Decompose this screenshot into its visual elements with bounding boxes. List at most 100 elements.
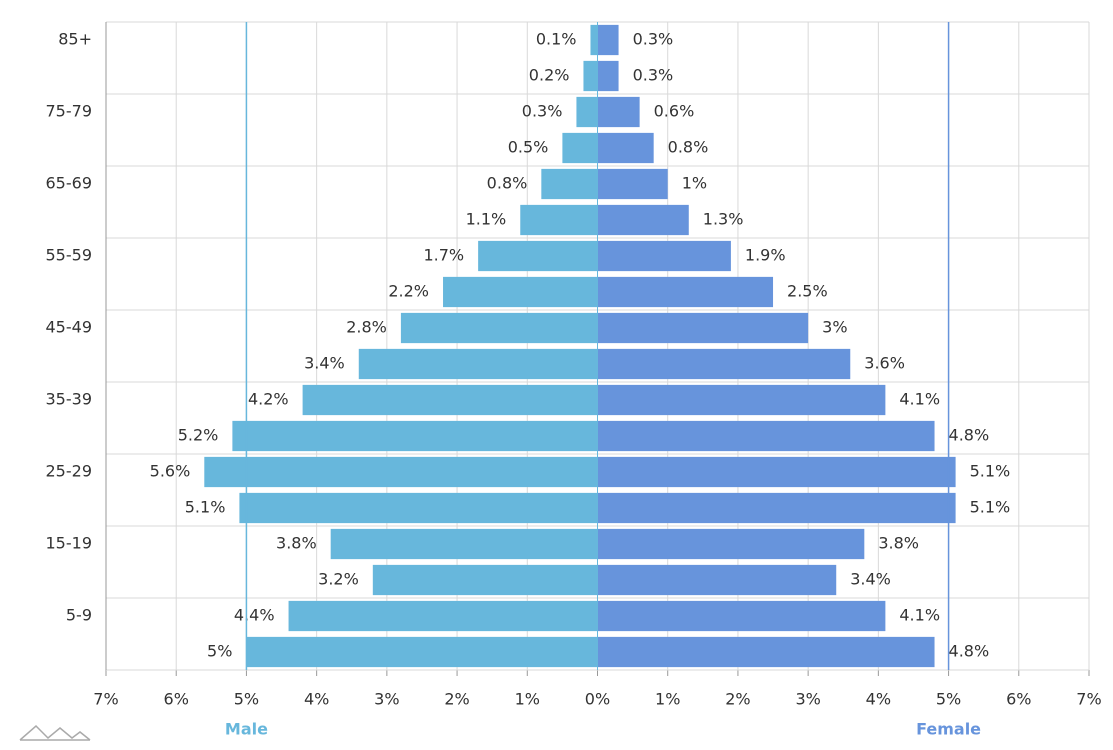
bar bbox=[597, 492, 956, 524]
value-label: 1% bbox=[682, 174, 707, 193]
bar bbox=[597, 528, 865, 560]
value-label: 2.8% bbox=[346, 318, 387, 337]
x-tick-label: 2% bbox=[725, 690, 750, 709]
value-label: 0.5% bbox=[508, 138, 549, 157]
x-tick-label: 3% bbox=[374, 690, 399, 709]
bar bbox=[597, 240, 731, 272]
bar bbox=[443, 276, 598, 308]
bar bbox=[597, 96, 640, 128]
bar bbox=[597, 384, 886, 416]
bar bbox=[246, 636, 598, 668]
bar bbox=[204, 456, 598, 488]
value-label: 3.6% bbox=[864, 354, 905, 373]
value-label: 1.3% bbox=[703, 210, 744, 229]
value-label: 5.1% bbox=[970, 498, 1011, 517]
x-tick-label: 3% bbox=[795, 690, 820, 709]
y-tick-label: 35-39 bbox=[46, 390, 93, 409]
x-tick-label: 6% bbox=[1006, 690, 1031, 709]
bar bbox=[302, 384, 598, 416]
bar bbox=[288, 600, 598, 632]
bar bbox=[597, 312, 809, 344]
bar bbox=[597, 24, 619, 56]
y-tick-label: 25-29 bbox=[46, 462, 93, 481]
bar bbox=[358, 348, 598, 380]
value-label: 0.8% bbox=[487, 174, 528, 193]
x-tick-label: 2% bbox=[444, 690, 469, 709]
x-tick-label: 0% bbox=[585, 690, 610, 709]
bar bbox=[597, 168, 668, 200]
value-label: 5.1% bbox=[185, 498, 226, 517]
value-label: 1.9% bbox=[745, 246, 786, 265]
y-tick-label: 15-19 bbox=[46, 534, 93, 553]
bar bbox=[597, 636, 935, 668]
y-tick-label: 85+ bbox=[58, 30, 92, 49]
value-label: 4.8% bbox=[949, 426, 990, 445]
bar bbox=[520, 204, 598, 236]
value-label: 3.2% bbox=[318, 570, 359, 589]
bar bbox=[562, 132, 598, 164]
value-label: 5.1% bbox=[970, 462, 1011, 481]
bar bbox=[232, 420, 598, 452]
y-tick-label: 45-49 bbox=[46, 318, 93, 337]
bar bbox=[597, 276, 774, 308]
x-tick-label: 7% bbox=[93, 690, 118, 709]
y-tick-label: 5-9 bbox=[66, 606, 92, 625]
value-label: 3.4% bbox=[304, 354, 345, 373]
bar bbox=[330, 528, 598, 560]
bar bbox=[400, 312, 598, 344]
bar bbox=[478, 240, 598, 272]
x-tick-label: 5% bbox=[936, 690, 961, 709]
value-label: 4.8% bbox=[949, 642, 990, 661]
bar bbox=[597, 600, 886, 632]
legend-label: Male bbox=[225, 720, 268, 739]
value-label: 0.6% bbox=[654, 102, 695, 121]
bar bbox=[541, 168, 598, 200]
x-tick-label: 7% bbox=[1076, 690, 1101, 709]
x-tick-label: 5% bbox=[234, 690, 259, 709]
bar bbox=[583, 60, 598, 92]
value-label: 0.3% bbox=[633, 30, 674, 49]
logo bbox=[19, 724, 91, 741]
value-label: 0.3% bbox=[633, 66, 674, 85]
value-label: 4.1% bbox=[899, 606, 940, 625]
value-label: 5.6% bbox=[150, 462, 191, 481]
value-label: 0.2% bbox=[529, 66, 570, 85]
bar bbox=[597, 420, 935, 452]
bar bbox=[576, 96, 598, 128]
x-tick-label: 1% bbox=[515, 690, 540, 709]
value-label: 0.8% bbox=[668, 138, 709, 157]
x-tick-label: 4% bbox=[304, 690, 329, 709]
value-label: 3.4% bbox=[850, 570, 891, 589]
value-label: 0.3% bbox=[522, 102, 563, 121]
bar bbox=[597, 60, 619, 92]
value-label: 4.4% bbox=[234, 606, 275, 625]
value-label: 1.1% bbox=[466, 210, 507, 229]
value-label: 1.7% bbox=[423, 246, 464, 265]
x-tick-label: 1% bbox=[655, 690, 680, 709]
value-label: 0.1% bbox=[536, 30, 577, 49]
value-label: 2.5% bbox=[787, 282, 828, 301]
bar bbox=[372, 564, 598, 596]
y-tick-label: 65-69 bbox=[46, 174, 93, 193]
legend-label: Female bbox=[916, 720, 981, 739]
bar bbox=[597, 204, 689, 236]
bar bbox=[590, 24, 598, 56]
bar bbox=[597, 456, 956, 488]
y-tick-label: 55-59 bbox=[46, 246, 93, 265]
value-label: 2.2% bbox=[388, 282, 429, 301]
bar bbox=[597, 132, 654, 164]
value-label: 3.8% bbox=[878, 534, 919, 553]
value-label: 3% bbox=[822, 318, 847, 337]
bar bbox=[597, 348, 851, 380]
x-tick-label: 6% bbox=[164, 690, 189, 709]
value-label: 4.1% bbox=[899, 390, 940, 409]
value-label: 5.2% bbox=[178, 426, 219, 445]
bar bbox=[597, 564, 837, 596]
x-tick-label: 4% bbox=[866, 690, 891, 709]
y-tick-label: 75-79 bbox=[46, 102, 93, 121]
value-label: 3.8% bbox=[276, 534, 317, 553]
value-label: 5% bbox=[207, 642, 232, 661]
value-label: 4.2% bbox=[248, 390, 289, 409]
bar bbox=[239, 492, 598, 524]
